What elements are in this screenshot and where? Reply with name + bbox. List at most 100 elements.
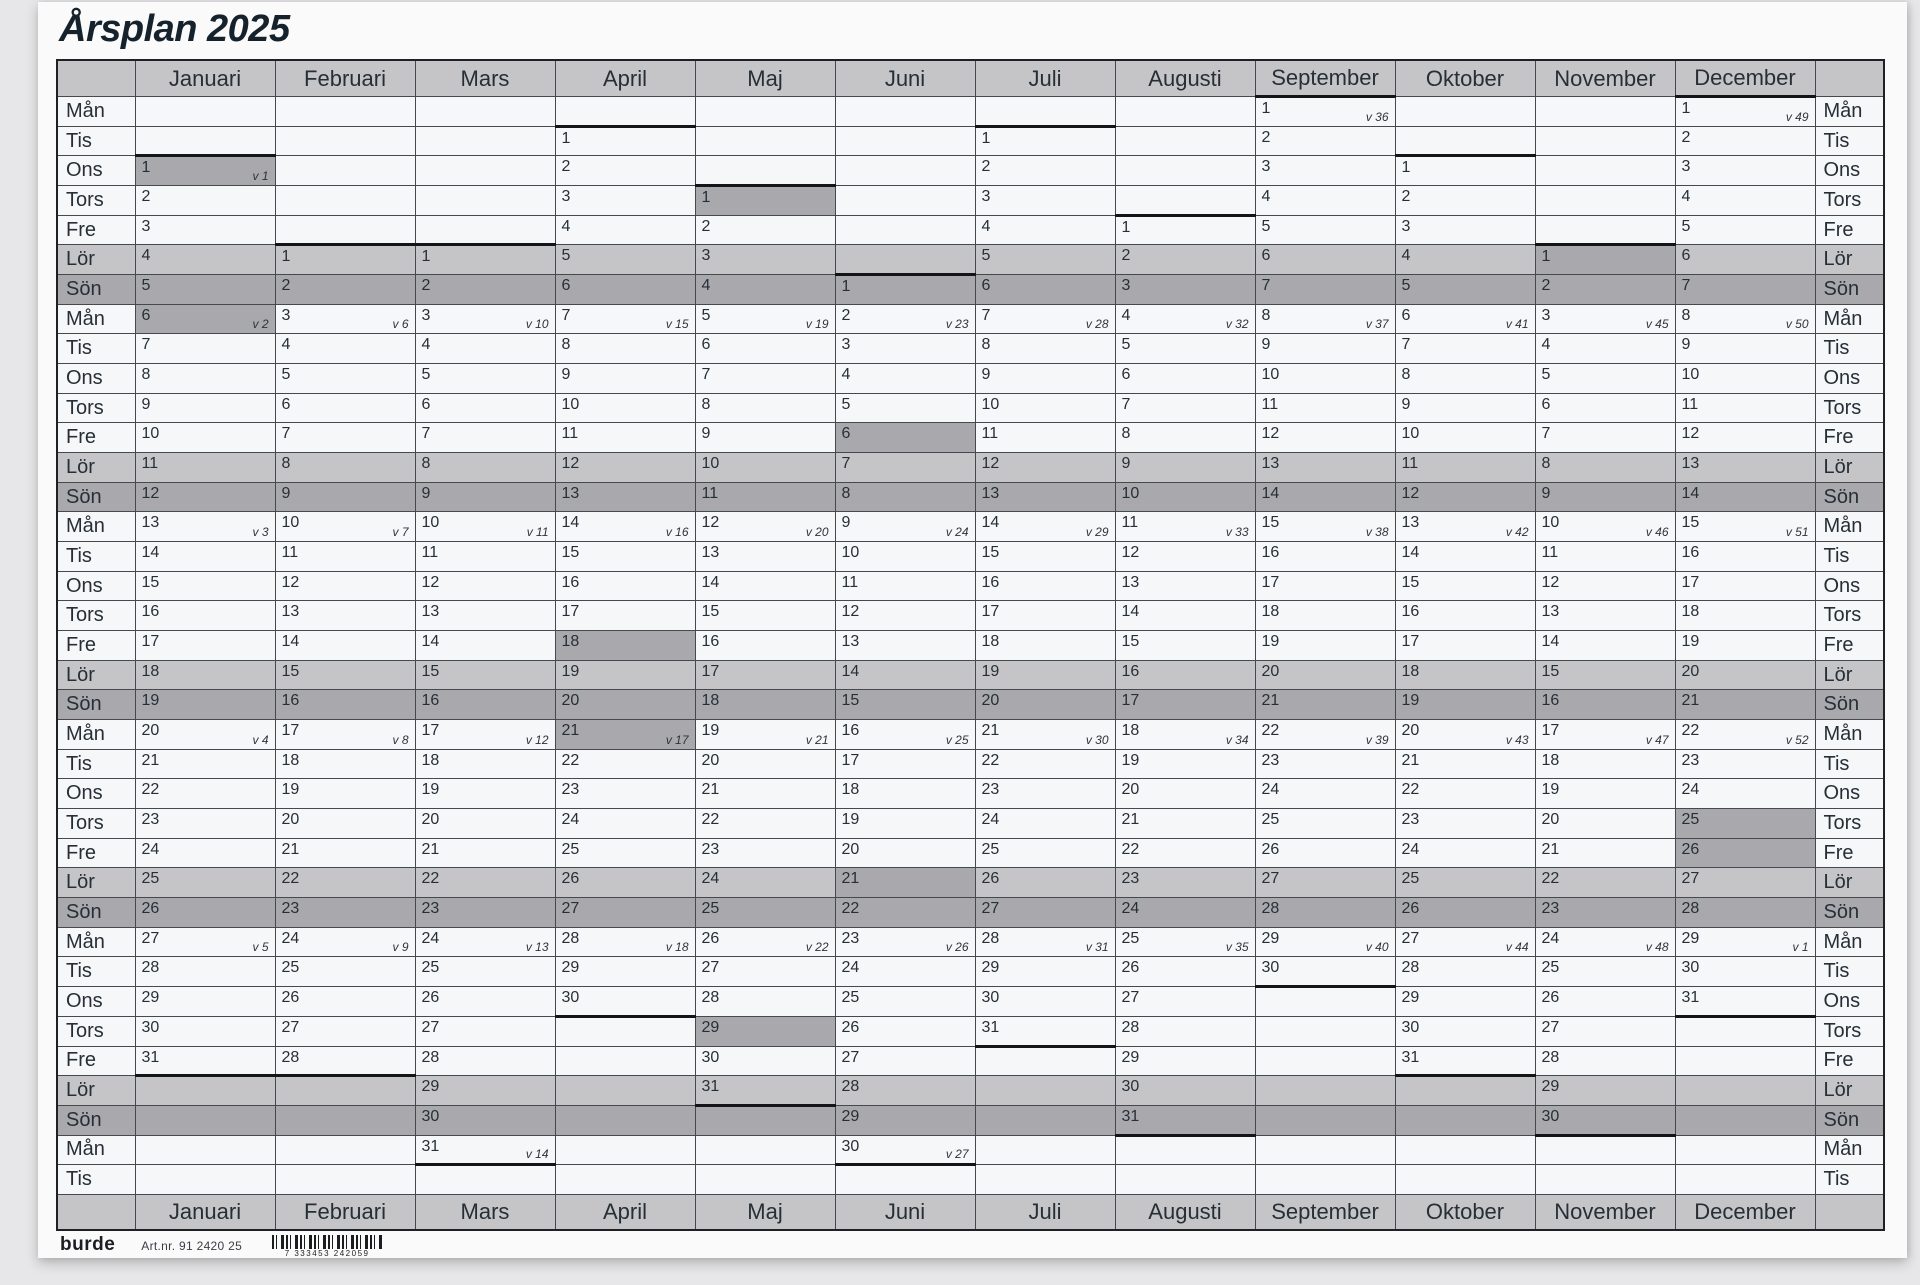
- day-number: 12: [981, 455, 1000, 473]
- day-cell: 29: [974, 956, 1116, 988]
- day-cell: 3 v 6: [274, 303, 416, 335]
- day-number: 14: [841, 662, 860, 680]
- day-number: 24: [1681, 781, 1700, 799]
- weekday-label-right: Lör: [1814, 1075, 1885, 1106]
- day-cell: 30: [1534, 1104, 1676, 1137]
- day-number: 18: [1121, 722, 1140, 740]
- day-number: 9: [1541, 484, 1551, 502]
- day-cell: 22: [1534, 867, 1676, 899]
- day-cell: 18: [1674, 600, 1816, 632]
- day-cell: [554, 96, 696, 127]
- month-header: September: [1254, 59, 1396, 97]
- day-cell: 9: [974, 363, 1116, 394]
- day-cell: 28: [694, 986, 836, 1017]
- day-cell: [414, 96, 556, 127]
- weekday-label-left: Tors: [56, 600, 136, 632]
- day-number: 11: [561, 425, 579, 443]
- day-cell: 28: [274, 1045, 416, 1078]
- day-number: 29: [1401, 989, 1420, 1007]
- day-cell: 16 v 25: [834, 719, 976, 750]
- day-number: 22: [841, 900, 860, 918]
- day-cell: [974, 1045, 1116, 1077]
- day-number: 5: [561, 247, 571, 265]
- day-cell: 3 v 45: [1534, 303, 1676, 335]
- day-number: 12: [421, 573, 440, 591]
- day-number: 29: [1681, 929, 1700, 947]
- day-number: 10: [281, 514, 300, 532]
- day-number: 24: [421, 929, 440, 947]
- day-cell: 16: [1534, 689, 1676, 721]
- day-cell: 28: [1254, 897, 1396, 928]
- day-cell: 7: [1394, 333, 1536, 365]
- day-number: 3: [1261, 158, 1271, 176]
- day-number: 13: [561, 484, 580, 502]
- day-cell: 6 v 2: [134, 303, 276, 335]
- day-cell: 8: [694, 392, 836, 424]
- day-cell: 24: [974, 808, 1116, 839]
- day-cell: 15: [1114, 630, 1256, 661]
- day-number: 16: [1541, 692, 1560, 710]
- weekday-label-left: Fre: [56, 837, 136, 869]
- day-cell: 3 v 10: [414, 303, 556, 335]
- day-number: 14: [1261, 484, 1280, 502]
- day-cell: 14: [274, 630, 416, 661]
- day-cell: 27: [1254, 867, 1396, 899]
- day-number: 26: [421, 989, 440, 1007]
- day-number: 9: [281, 484, 291, 502]
- day-cell: 6 v 41: [1394, 303, 1536, 335]
- day-cell: 29 v 1: [1674, 926, 1816, 958]
- day-number: 17: [281, 722, 300, 740]
- day-cell: 1: [554, 124, 696, 157]
- day-number: 5: [1681, 217, 1691, 235]
- day-cell: 3: [694, 244, 836, 276]
- day-number: 5: [1121, 336, 1131, 354]
- day-number: 19: [1681, 633, 1700, 651]
- day-cell: 20: [274, 808, 416, 839]
- day-number: 11: [981, 425, 999, 443]
- day-number: 7: [981, 306, 991, 324]
- day-cell: [554, 1015, 696, 1047]
- day-number: 4: [1261, 188, 1271, 206]
- day-number: 23: [1121, 870, 1140, 888]
- day-cell: [834, 125, 976, 157]
- day-number: 21: [141, 751, 160, 769]
- day-cell: 14: [1254, 481, 1396, 513]
- day-cell: 17: [1254, 570, 1396, 602]
- corner-cell: [56, 59, 136, 97]
- day-cell: 15 v 51: [1674, 511, 1816, 543]
- day-cell: 31: [1114, 1104, 1256, 1137]
- day-cell: 14: [1534, 630, 1676, 661]
- week-number: v 48: [1645, 940, 1669, 955]
- day-cell: 12: [1674, 422, 1816, 454]
- day-number: 6: [1261, 247, 1271, 265]
- day-cell: 29: [834, 1104, 976, 1136]
- day-number: 30: [841, 1137, 860, 1155]
- corner-cell: [1814, 59, 1885, 97]
- day-number: 3: [841, 336, 851, 354]
- day-cell: 22 v 39: [1254, 719, 1396, 750]
- day-cell: 4: [1394, 244, 1536, 276]
- day-cell: 13 v 42: [1394, 511, 1536, 543]
- day-number: 2: [421, 277, 431, 295]
- day-cell: 10: [1114, 481, 1256, 513]
- week-number: v 5: [252, 940, 269, 955]
- day-number: 10: [841, 544, 860, 562]
- month-footer: December: [1674, 1194, 1816, 1231]
- day-number: 10: [1541, 514, 1560, 532]
- weekday-label-left: Ons: [56, 570, 136, 602]
- day-cell: 4: [694, 274, 836, 305]
- week-number: v 34: [1225, 732, 1249, 747]
- day-cell: 9: [1114, 452, 1256, 483]
- day-cell: 3: [134, 214, 276, 246]
- day-cell: 21: [1114, 808, 1256, 839]
- day-cell: 15: [1394, 570, 1536, 602]
- weekday-label-left: Tis: [56, 333, 136, 365]
- day-cell: 28: [414, 1045, 556, 1077]
- day-number: 15: [421, 662, 440, 680]
- day-number: 30: [701, 1048, 720, 1066]
- week-number: v 16: [665, 525, 689, 540]
- article-number: Art.nr. 91 2420 25: [141, 1239, 243, 1253]
- day-number: 22: [281, 870, 300, 888]
- day-number: 10: [141, 425, 160, 443]
- day-cell: 4: [1254, 185, 1396, 216]
